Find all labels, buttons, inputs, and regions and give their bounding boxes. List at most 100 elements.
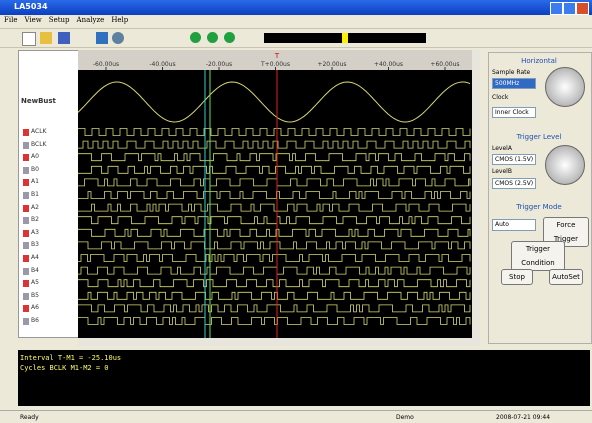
status-text: Demo xyxy=(396,414,414,421)
checkbox-label[interactable]: LevelB xyxy=(492,168,512,175)
digital-trace xyxy=(78,191,471,199)
output-line: Cycles BCLK M1-M2 = 0 xyxy=(20,364,109,372)
title-bar: LA5034 xyxy=(0,0,592,15)
channel-name[interactable]: A5 xyxy=(31,279,39,287)
channel-name[interactable]: A3 xyxy=(31,228,39,236)
rate-select[interactable]: 500MHz xyxy=(492,78,536,89)
toolbar xyxy=(0,28,592,48)
ruler-label: +60.00us xyxy=(430,61,459,68)
analog-trace xyxy=(78,81,471,123)
channel-icon xyxy=(23,129,29,136)
channel-name[interactable]: B6 xyxy=(31,317,39,324)
tool-open[interactable] xyxy=(40,32,52,44)
channel-icon xyxy=(23,318,29,325)
tool-settings[interactable] xyxy=(112,32,124,44)
group-name: NewBust xyxy=(21,97,56,105)
tool-step[interactable] xyxy=(207,32,218,43)
channel-list: NewBust ACLK BCLK A0 B0 A1 B1 A2 B2 A3 B3 A4 B4 A5 B5… xyxy=(18,50,80,338)
channel-icon xyxy=(23,229,29,237)
output-line: Interval T-M1 = -25.10us xyxy=(20,354,122,362)
maximize[interactable] xyxy=(563,2,576,15)
close[interactable] xyxy=(576,2,589,15)
digital-trace xyxy=(78,279,471,288)
channel-name[interactable]: B2 xyxy=(31,216,39,224)
channel-icon xyxy=(23,141,29,149)
level-b-select[interactable]: CMOS (2.5V) xyxy=(492,178,536,189)
channel-name[interactable]: B3 xyxy=(31,241,39,249)
digital-trace xyxy=(78,128,471,136)
digital-trace xyxy=(78,140,471,149)
h-scrollbar[interactable] xyxy=(78,338,480,346)
channel-name[interactable]: A6 xyxy=(31,304,39,312)
panel-title: Trigger Level xyxy=(516,133,562,141)
window-title: LA5034 xyxy=(14,2,48,11)
digital-trace xyxy=(78,178,471,187)
digital-trace xyxy=(78,266,471,275)
channel-icon xyxy=(23,280,29,288)
ruler-label: -60.00us xyxy=(93,61,119,68)
channel-name[interactable]: A2 xyxy=(31,203,39,211)
tool-run[interactable] xyxy=(190,32,201,43)
rate-knob[interactable] xyxy=(545,67,585,107)
menu-item[interactable]: View xyxy=(24,16,42,24)
channel-icon xyxy=(23,217,29,225)
ruler-label: -40.00us xyxy=(149,61,175,68)
menu-item[interactable]: File xyxy=(4,16,18,24)
level-a-select[interactable]: CMOS (1.5V) xyxy=(492,154,536,165)
level-knob[interactable] xyxy=(545,145,585,185)
digital-trace xyxy=(78,216,471,225)
v-scrollbar[interactable] xyxy=(472,50,480,338)
tool-chart[interactable] xyxy=(96,32,108,44)
channel-name[interactable]: A4 xyxy=(31,254,39,261)
channel-icon xyxy=(23,166,29,174)
channel-name[interactable]: A0 xyxy=(31,153,39,161)
channel-name[interactable]: BCLK xyxy=(31,140,47,148)
tool-save[interactable] xyxy=(58,32,70,44)
channel-name[interactable]: A1 xyxy=(31,178,39,186)
control-panel: Horizontal Sample Rate 500MHz Clock Inne… xyxy=(488,52,592,344)
menu-item[interactable]: Setup xyxy=(48,16,70,24)
position-bar xyxy=(264,33,426,43)
digital-trace xyxy=(78,203,471,212)
label: Sample Rate xyxy=(492,69,531,76)
digital-trace xyxy=(78,228,471,237)
status-text: Ready xyxy=(20,414,39,421)
output-pane: Interval T-M1 = -25.10us Cycles BCLK M1-… xyxy=(18,350,590,406)
trigger-condition-button[interactable]: Trigger Condition xyxy=(511,241,565,271)
digital-trace xyxy=(78,304,471,313)
autoset-button[interactable]: AutoSet xyxy=(549,269,583,285)
panel-title: Horizontal xyxy=(521,57,557,65)
menu-item[interactable]: Analyze xyxy=(76,16,105,24)
ruler-label: +20.00us xyxy=(317,61,346,68)
checkbox-label[interactable]: LevelA xyxy=(492,145,512,152)
channel-name[interactable]: ACLK xyxy=(31,128,47,135)
stop-button[interactable]: Stop xyxy=(501,269,533,285)
channel-icon xyxy=(23,255,29,262)
ruler-label: -20.00us xyxy=(206,61,232,68)
tool-new[interactable] xyxy=(22,32,36,46)
position-indicator xyxy=(342,33,348,43)
waveform-view: -60.00us -40.00us -20.00us T+0.00us +20.00us… xyxy=(78,50,480,338)
channel-icon xyxy=(23,154,29,162)
channel-name[interactable]: B0 xyxy=(31,165,39,173)
ruler-label: +40.00us xyxy=(374,61,403,68)
panel-title: Trigger Mode xyxy=(516,203,562,211)
clock-select[interactable]: Inner Clock xyxy=(492,107,536,118)
channel-icon xyxy=(23,292,29,300)
channel-icon xyxy=(23,305,29,313)
digital-trace xyxy=(78,254,471,262)
channel-icon xyxy=(23,204,29,212)
minimize[interactable] xyxy=(550,2,563,15)
label: Clock xyxy=(492,94,509,101)
channel-name[interactable]: B4 xyxy=(31,266,39,274)
digital-trace xyxy=(78,165,471,174)
status-bar: Ready Demo 2008-07-21 09:44 xyxy=(0,410,592,423)
channel-name[interactable]: B1 xyxy=(31,191,39,198)
mode-select[interactable]: Auto xyxy=(492,219,536,231)
cursor-label: T xyxy=(274,52,280,60)
menu-item[interactable]: Help xyxy=(111,16,129,24)
channel-name[interactable]: B5 xyxy=(31,291,39,299)
tool-stop[interactable] xyxy=(224,32,235,43)
ruler-label: T+0.00us xyxy=(260,61,290,68)
